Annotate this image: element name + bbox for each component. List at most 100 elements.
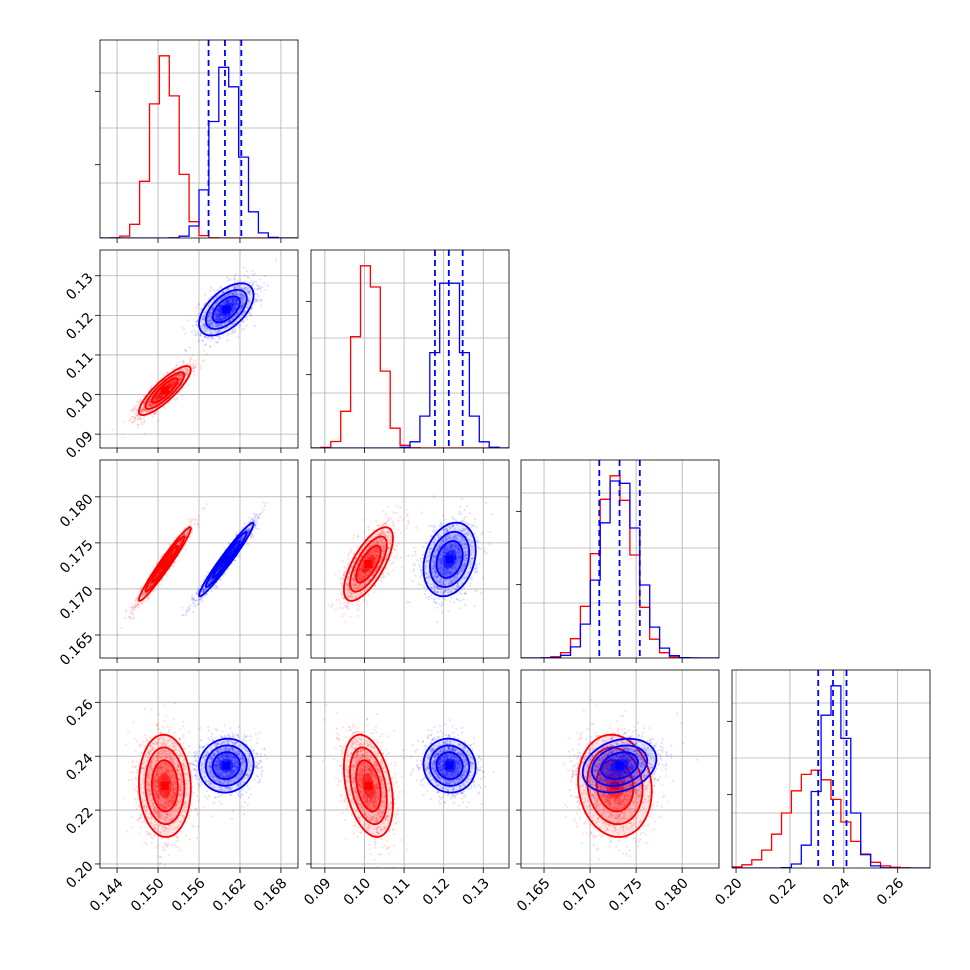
- sample-point: [223, 316, 226, 319]
- sample-point: [131, 617, 134, 620]
- sample-point: [134, 603, 137, 606]
- sample-point: [233, 303, 236, 306]
- sample-point: [227, 313, 230, 316]
- sample-point: [243, 287, 247, 290]
- sample-point: [136, 603, 139, 606]
- sample-point: [209, 316, 213, 319]
- sample-point: [170, 386, 173, 389]
- sample-point: [228, 298, 231, 301]
- sample-point: [141, 406, 145, 409]
- sample-point: [154, 397, 157, 400]
- sample-point: [232, 292, 235, 295]
- sample-point: [148, 404, 151, 407]
- sample-point: [160, 396, 163, 399]
- sample-point: [223, 300, 226, 303]
- sample-point: [143, 408, 146, 411]
- sample-point: [133, 606, 136, 610]
- sample-point: [245, 270, 248, 273]
- sample-point: [169, 381, 173, 384]
- sample-point: [239, 296, 242, 299]
- sample-point: [236, 298, 239, 301]
- sample-point: [209, 319, 212, 322]
- sample-point: [135, 605, 138, 608]
- sample-point: [181, 326, 184, 329]
- sample-point: [215, 315, 218, 318]
- sample-point: [219, 324, 222, 327]
- sample-point: [227, 300, 230, 303]
- sample-point: [132, 613, 135, 616]
- sample-point: [259, 299, 263, 302]
- sample-point: [171, 551, 174, 555]
- sample-point: [207, 322, 210, 325]
- sample-point: [246, 306, 249, 309]
- sample-point: [182, 369, 185, 372]
- sample-point: [178, 541, 181, 544]
- sample-point: [233, 547, 236, 550]
- sample-point: [205, 329, 209, 332]
- sample-point: [199, 334, 202, 337]
- sample-point: [179, 373, 182, 376]
- sample-point: [218, 315, 221, 318]
- sample-point: [224, 321, 227, 324]
- sample-point: [150, 582, 153, 585]
- sample-point: [220, 322, 223, 326]
- sample-point: [217, 307, 221, 311]
- sample-point: [193, 518, 196, 521]
- sample-point: [195, 592, 198, 595]
- sample-point: [223, 295, 226, 298]
- sample-point: [208, 339, 211, 342]
- sample-point: [217, 313, 220, 316]
- sample-point: [234, 285, 237, 288]
- sample-point: [207, 582, 210, 585]
- sample-point: [202, 589, 205, 592]
- sample-point: [202, 588, 205, 591]
- sample-point: [217, 312, 220, 316]
- sample-point: [147, 586, 150, 589]
- sample-point: [134, 416, 137, 419]
- sample-point: [133, 606, 136, 609]
- sample-point: [247, 291, 250, 294]
- sample-point: [218, 309, 221, 313]
- sample-point: [209, 320, 212, 323]
- sample-point: [233, 315, 236, 318]
- sample-point: [235, 294, 238, 297]
- sample-point: [134, 404, 137, 407]
- sample-point: [218, 316, 221, 319]
- sample-point: [193, 364, 196, 367]
- sample-point: [148, 400, 152, 403]
- sample-point: [206, 319, 209, 322]
- sample-point: [247, 530, 250, 533]
- sample-point: [161, 578, 164, 581]
- sample-point: [221, 317, 224, 321]
- sample-point: [230, 312, 233, 315]
- sample-point: [156, 393, 159, 397]
- sample-point: [240, 299, 243, 302]
- sample-point: [209, 322, 212, 325]
- sample-point: [248, 303, 251, 306]
- sample-point: [182, 361, 185, 364]
- sample-point: [239, 324, 242, 327]
- sample-point: [230, 293, 233, 296]
- sample-point: [232, 301, 235, 305]
- sample-point: [132, 416, 135, 419]
- sample-point: [183, 533, 186, 536]
- sample-point: [147, 410, 150, 413]
- sample-point: [232, 304, 235, 307]
- sample-point: [242, 320, 245, 323]
- sample-point: [144, 409, 147, 412]
- sample-point: [179, 541, 182, 544]
- sample-point: [148, 401, 151, 404]
- sample-point: [127, 420, 131, 423]
- contour-line: [144, 535, 186, 593]
- sample-point: [231, 309, 234, 312]
- sample-point: [184, 371, 187, 374]
- sample-point: [231, 298, 234, 301]
- sample-point: [185, 533, 188, 537]
- sample-point: [227, 293, 230, 296]
- sample-point: [248, 311, 252, 314]
- sample-point: [215, 314, 219, 318]
- sample-point: [230, 313, 233, 316]
- sample-point: [225, 314, 228, 317]
- sample-point: [134, 408, 138, 411]
- sample-point: [229, 297, 232, 300]
